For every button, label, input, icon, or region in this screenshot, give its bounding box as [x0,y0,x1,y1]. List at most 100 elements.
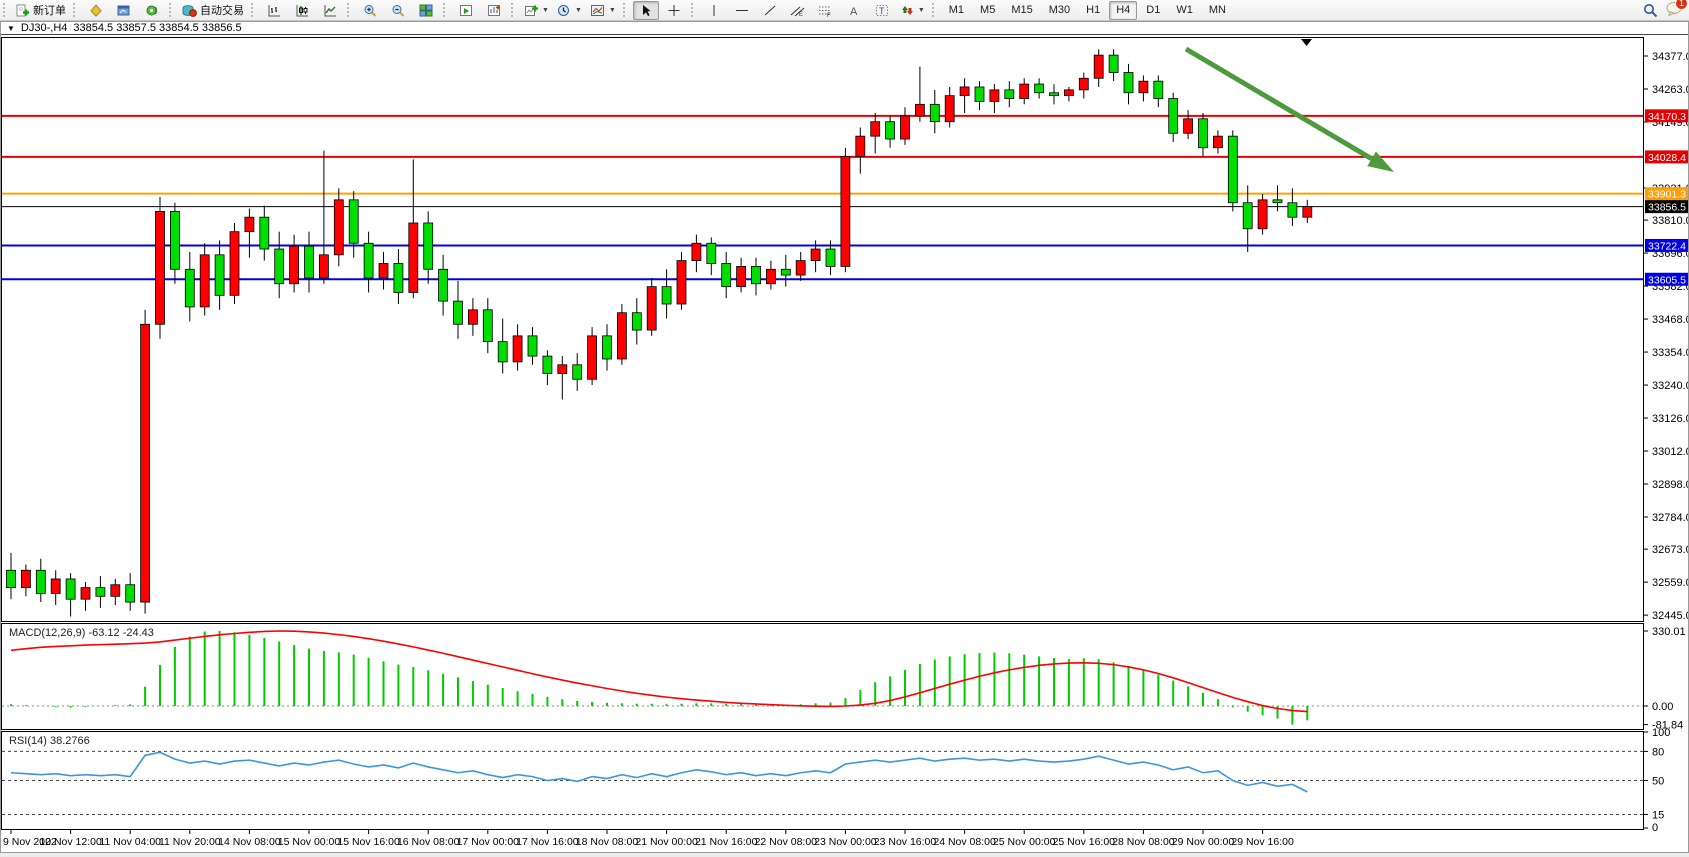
candle [795,260,806,276]
main-toolbar: 新订单 [0,0,1689,21]
svg-text:34028.4: 34028.4 [1648,152,1686,164]
price-axis-label: 32898.0 [1652,479,1688,491]
horizontal-line-tool-button[interactable] [729,1,755,20]
auto-trading-label: 自动交易 [200,5,244,17]
candle [706,242,717,264]
data-window-button[interactable] [453,1,479,20]
candle [661,286,672,305]
time-axis-label: 29 Nov 00:00 [1172,836,1235,848]
candle [438,268,449,302]
price-badge: 33901.3 [1645,187,1689,201]
tf-button-M5[interactable]: M5 [980,4,996,16]
new-chart-button[interactable] [83,1,109,20]
candle [1004,89,1015,99]
periods-button[interactable]: ▼ [554,1,585,20]
time-axis-label: 28 Nov 08:00 [1112,836,1175,848]
tf-button-W1[interactable]: W1 [1176,4,1193,16]
search-icon[interactable] [1643,3,1658,18]
candle [125,584,136,603]
tf-button-M1[interactable]: M1 [948,4,965,16]
candle [1257,199,1268,230]
indicators-button[interactable]: ▼ [521,1,552,20]
bar-chart-mode-button[interactable] [261,1,287,20]
crosshair-button[interactable] [661,1,687,20]
fibonacci-tool-button[interactable]: F [813,1,839,20]
candle [766,268,776,285]
rsi-axis-label: 80 [1652,746,1664,758]
line-chart-mode-button[interactable] [317,1,343,20]
macd-signal-line [10,630,1308,713]
chart-window: ▼ DJ30-,H4 33854.5 33857.5 33854.5 33856… [0,21,1689,853]
templates-button[interactable]: ▼ [587,1,619,20]
chevron-down-icon: ▼ [917,6,925,14]
tile-windows-button[interactable] [413,1,439,20]
alerts-button[interactable] [139,1,165,20]
trendline-tool-button[interactable] [757,1,783,20]
periods-clock-icon [557,4,569,16]
price-badge: 34028.4 [1645,150,1689,164]
toolbar-group-zoom [344,0,440,20]
candle [378,263,389,279]
new-order-button[interactable]: 新订单 [13,1,69,20]
candle [557,364,568,374]
candle [840,156,851,267]
price-axis-label: 33468.0 [1652,314,1688,326]
time-axis-label: 11 Nov 20:00 [159,836,221,848]
toolbar-group-cursor [620,0,688,20]
time-axis-label: 29 Nov 16:00 [1231,836,1294,848]
price-axis-label: 33240.0 [1652,380,1688,392]
candle [1108,54,1119,73]
alerts-icon [146,5,158,15]
strategy-tester-button[interactable] [481,1,507,20]
auto-trading-button[interactable]: 自动交易 [179,1,247,20]
time-axis-label: 17 Nov 00:00 [457,836,520,848]
candle [721,263,732,288]
candle [482,309,493,343]
chart-shift-marker[interactable] [1301,39,1312,46]
chart-title-dropdown-icon[interactable]: ▼ [7,23,15,33]
vertical-line-tool-button[interactable] [701,1,727,20]
price-axis-label: 32559.0 [1652,577,1688,589]
candle [467,309,478,325]
arrows-tool-button[interactable]: ▼ [897,1,928,20]
candle [1213,135,1223,149]
tf-button-MN[interactable]: MN [1208,4,1226,16]
toolbar-grip [622,3,630,17]
svg-text:33901.3: 33901.3 [1648,189,1686,201]
zoom-in-button[interactable] [357,1,383,20]
tf-button-H4[interactable]: H4 [1109,0,1138,20]
rsi-axis-label: 0 [1652,822,1658,834]
tf-button-D1[interactable]: D1 [1146,4,1161,16]
text-label-tool-button[interactable]: T [869,1,895,20]
profiles-icon [117,5,130,15]
chevron-down-icon: ▼ [608,6,616,14]
trend-arrow-head[interactable] [1367,151,1394,172]
price-badge: 34170.3 [1645,109,1689,123]
candle [1227,135,1238,204]
trend-arrow-annotation[interactable] [1184,46,1373,161]
profiles-button[interactable] [111,1,137,20]
candlestick-mode-button[interactable] [289,1,315,20]
time-axis-label: 25 Nov 00:00 [993,836,1056,848]
channel-tool-button[interactable]: E [785,1,811,20]
toolbar-grip [347,3,354,17]
macd-axis-label: -81.84 [1652,720,1683,732]
price-axis-label: 32784.0 [1652,512,1688,524]
svg-text:E: E [799,12,803,17]
toolbar-group-chartmode [248,0,344,20]
tf-button-H1[interactable]: H1 [1086,4,1101,16]
zoom-out-button[interactable] [385,1,411,20]
chart-canvas[interactable]: 34377.034263.034149.033921.033810.033696… [1,22,1689,857]
tf-button-M15[interactable]: M15 [1011,4,1033,16]
rsi-axis-label: 15 [1652,809,1664,821]
chart-title-bar[interactable]: ▼ DJ30-,H4 33854.5 33857.5 33854.5 33856… [1,22,1688,35]
time-axis-label: 23 Nov 16:00 [874,836,937,848]
toolbar-group-objects: E F A T ▼ [688,0,929,20]
cursor-button[interactable] [632,0,659,20]
candle [870,121,881,137]
price-axis-label: 33810.0 [1652,215,1688,227]
svg-text:33856.5: 33856.5 [1648,202,1686,214]
community-button[interactable]: 1 [1666,0,1688,19]
tf-button-M30[interactable]: M30 [1048,4,1071,16]
text-tool-button[interactable]: A [841,1,867,20]
